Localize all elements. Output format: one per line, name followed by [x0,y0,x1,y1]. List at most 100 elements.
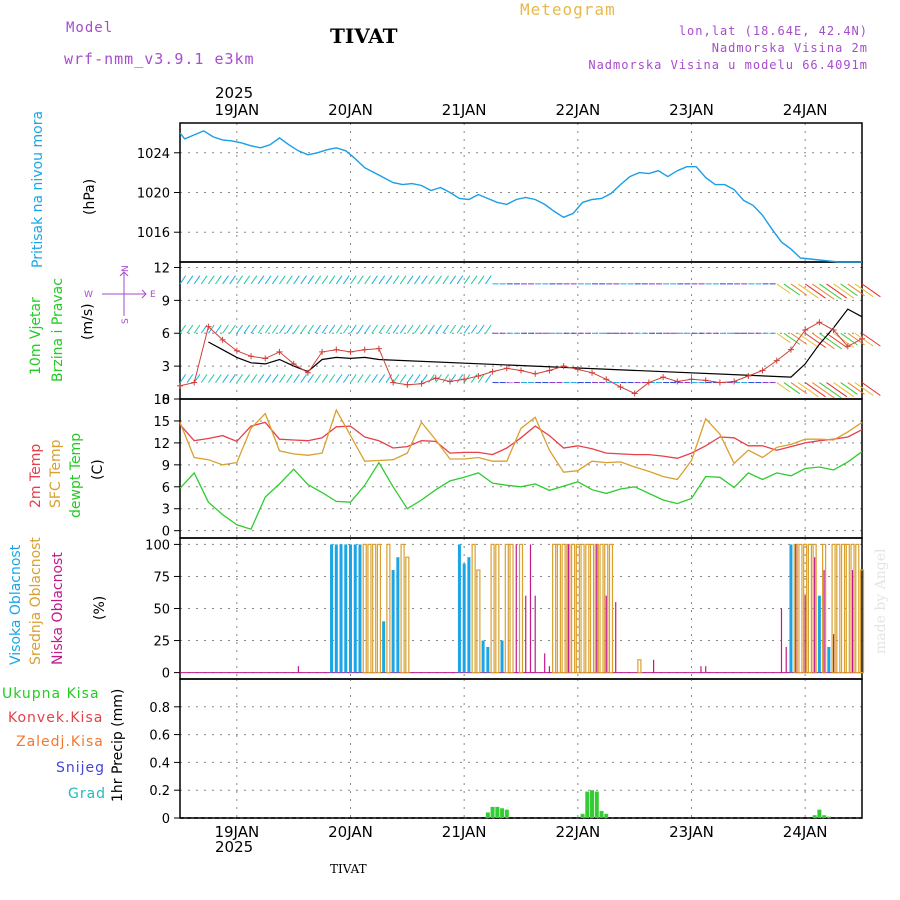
cloud-bar-mid [812,543,817,674]
wind-barb [399,275,407,285]
wind-barb [350,324,357,334]
y-tick-label: 12 [153,261,170,276]
wind-barb [442,324,450,334]
cloud-bar-mid [471,543,476,674]
wind-barb [435,324,442,334]
cloud-bar-high [339,544,343,673]
wind-barb [186,324,194,334]
footer-station: TIVAT [330,862,367,876]
wind-barb [861,332,881,347]
wind-barb [229,374,236,383]
wind-speed-marker [475,372,482,379]
legend-snow: Snijeg [56,760,106,776]
cloud-bar-mid [859,569,865,674]
cloud-bar-high [358,544,362,673]
wind-speed-marker [446,378,453,385]
wind-barb [804,332,826,348]
bottom-date-label: 23JAN [669,823,714,841]
wind-barb [314,324,322,334]
wind-speed-marker [347,348,354,355]
wind-barb [783,332,801,345]
elevation-label: Nadmorska Visina 2m [711,41,868,55]
wind-barb [428,324,435,334]
top-date-label: 20JAN [328,101,373,119]
cloud-bar-mid [585,543,590,674]
cloud-bar-mid [836,543,841,674]
wind-barb [414,275,421,285]
wind-barb [342,374,350,383]
panel-frame [179,398,863,539]
y-tick-label: 75 [153,570,170,585]
wind-barb [371,275,378,285]
precip-bar [490,806,495,818]
cloud-bar-high [344,544,348,673]
wind-barb [264,324,272,334]
cloud-bar-mid [552,543,557,674]
model-label: Model [66,20,114,36]
wind-barb [236,324,244,334]
wind-speed-marker [233,347,240,354]
bottom-date-label: 22JAN [555,823,600,841]
y-tick-label: 50 [153,603,170,618]
precip-bar [812,815,817,818]
wind-barb [783,283,801,296]
wind-barb [222,324,229,334]
wind-speed-marker [361,346,368,353]
model-elevation-label: Nadmorska Visina u modelu 66.4091m [588,58,868,72]
wind-barb [392,374,400,383]
cloud-bar-high [467,557,471,673]
cloud-bar-mid [490,543,495,674]
precip-bar [585,791,590,818]
panel-frame [179,678,863,819]
wind-speed-marker [589,369,596,376]
wind-speed-marker [645,379,652,386]
wind-barb [335,374,343,383]
wind-speed-marker [461,376,468,383]
cloud-bar-mid [561,543,566,674]
wind-barb [293,374,300,383]
cloud-bar-high [462,563,466,673]
legend-total-rain: Ukupna Kisa [2,686,100,702]
wind-barb [215,275,222,285]
wind-barb [335,275,343,285]
wind-barb [783,382,801,395]
y-tick-label: 0.4 [149,756,170,771]
cloud-bar-high [330,544,334,673]
wind-barb [378,324,386,334]
wind-barb [314,374,322,383]
y-tick-label: 100 [145,538,170,553]
wind-barb [215,324,222,334]
wind-barb [421,374,428,383]
y-tick-label: 1016 [137,226,170,241]
cloud-bar-high [396,557,400,673]
wind-barb [456,324,464,334]
wind-barb [477,324,485,334]
wind-barb [364,374,371,383]
cloud-bar-high [391,570,395,673]
wind-barb [342,324,350,334]
wind-barb [179,275,187,285]
wind-barb [293,324,300,334]
wind-barb [819,332,842,350]
y-tick-label: 1024 [137,147,170,162]
wind-speed-marker [290,360,297,367]
wind-barb [378,374,386,383]
wind-speed-marker [830,326,837,333]
precip-bar [594,791,599,818]
wind-barb [826,332,848,348]
cloud-bar-high [349,544,352,673]
wind-barb [179,374,187,383]
precip-bar [500,808,505,818]
wind-speed-marker [574,366,581,373]
cloud-bar-high [789,544,793,673]
wind-barb [840,283,858,297]
wind-barb [350,275,357,285]
wind-barb [406,275,414,285]
wind-barb [428,275,435,285]
wind-barb [264,374,272,383]
wind-barb [193,324,201,334]
wind-barb [307,275,315,285]
wind-barb [477,275,485,285]
wind-barb [840,382,858,395]
